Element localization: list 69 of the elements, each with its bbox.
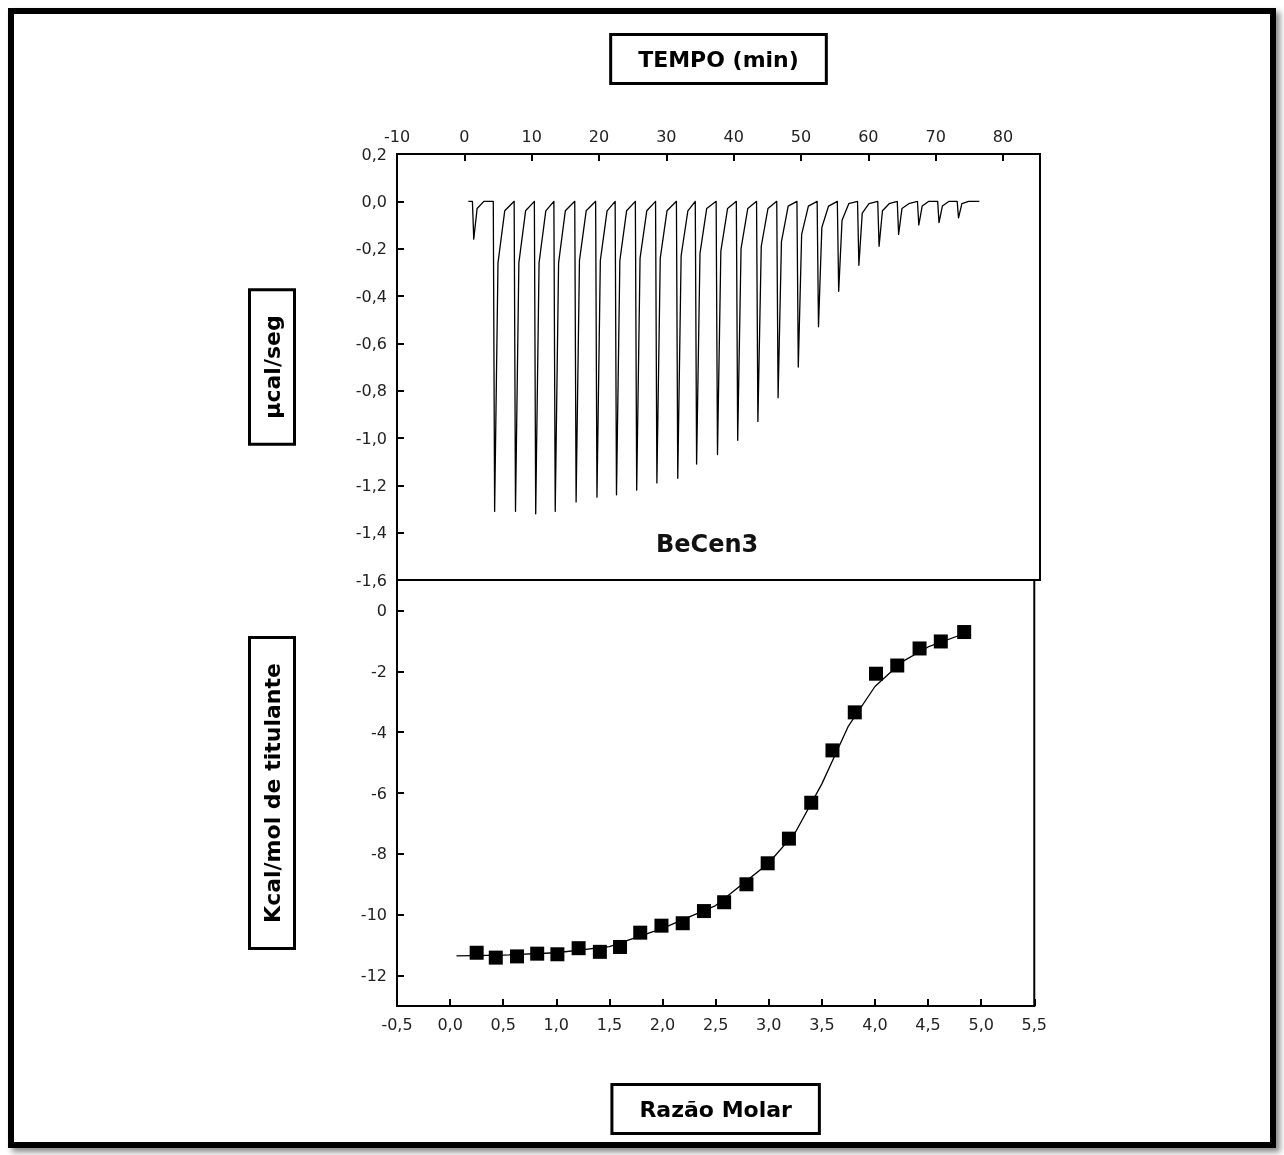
point <box>869 666 884 681</box>
y-tick-label: -1,6 <box>355 570 387 590</box>
point <box>550 947 565 962</box>
x-axis-title: TEMPO (min) <box>638 46 799 72</box>
point <box>654 918 669 933</box>
y-tick-label: -1,0 <box>355 428 387 448</box>
point <box>469 945 484 960</box>
y-tick-label: -2 <box>371 661 387 681</box>
x-tick-label: 40 <box>723 126 744 146</box>
y-tick-label: -0,6 <box>355 333 387 353</box>
y-tick-label: 0 <box>376 600 387 620</box>
y-tick-label: -1,4 <box>355 523 387 543</box>
point <box>717 895 732 910</box>
y-axis-title: Kcal/mol de titulante <box>259 663 285 923</box>
x-tick-label: 1,0 <box>543 1014 570 1034</box>
x-tick-label: 0,5 <box>490 1014 516 1034</box>
y-tick-label: 0,0 <box>361 191 387 211</box>
x-tick-label: 4,5 <box>915 1014 941 1034</box>
y-tick-label: -10 <box>360 905 387 925</box>
y-tick-label: -8 <box>371 844 387 864</box>
x-tick-label: 0,0 <box>437 1014 463 1034</box>
point <box>530 946 545 961</box>
point <box>781 831 796 846</box>
x-tick-label: 3,5 <box>809 1014 835 1034</box>
x-tick-label: -0,5 <box>381 1014 413 1034</box>
y-tick-label: -12 <box>360 966 387 986</box>
x-tick-label: 5,0 <box>968 1014 994 1034</box>
x-tick-label: 30 <box>656 126 677 146</box>
y-tick-label: -0,8 <box>355 381 387 401</box>
y-tick-label: 0,2 <box>361 144 387 164</box>
point <box>633 925 648 940</box>
point <box>571 941 586 956</box>
x-tick-label: 20 <box>588 126 610 146</box>
point <box>890 658 905 673</box>
point <box>933 634 948 649</box>
x-tick-label: 10 <box>521 126 542 146</box>
x-tick-label: 3,0 <box>756 1014 782 1034</box>
y-axis-title: µcal/seg <box>259 315 285 419</box>
point <box>488 950 503 965</box>
annotation: BeCen3 <box>656 530 759 558</box>
x-tick-label: 1,5 <box>596 1014 623 1034</box>
x-tick-label: 4,0 <box>862 1014 888 1034</box>
point <box>957 625 972 640</box>
point <box>825 743 840 758</box>
point <box>804 795 819 810</box>
y-tick-label: -1,2 <box>355 475 387 495</box>
point <box>760 856 775 871</box>
x-tick-label: 50 <box>790 126 812 146</box>
point <box>592 944 607 959</box>
point <box>847 705 862 720</box>
x-tick-label: 70 <box>925 126 946 146</box>
line-series <box>467 200 981 515</box>
x-tick-label: 2,0 <box>649 1014 676 1034</box>
y-tick-label: -0,4 <box>355 286 387 306</box>
x-tick-label: 80 <box>992 126 1014 146</box>
point <box>613 939 628 954</box>
x-tick-label: 60 <box>858 126 879 146</box>
y-tick-label: -0,2 <box>355 239 387 259</box>
point <box>510 949 525 964</box>
point <box>696 904 711 919</box>
x-tick-label: 0 <box>459 126 470 146</box>
x-tick-label: 5,5 <box>1021 1014 1047 1034</box>
y-tick-label: -4 <box>371 722 387 742</box>
point <box>739 877 754 892</box>
x-tick-label: 2,5 <box>702 1014 729 1034</box>
x-axis-title: Razão Molar <box>639 1096 793 1122</box>
point <box>912 641 927 656</box>
point <box>675 916 690 931</box>
y-tick-label: -6 <box>371 783 387 803</box>
